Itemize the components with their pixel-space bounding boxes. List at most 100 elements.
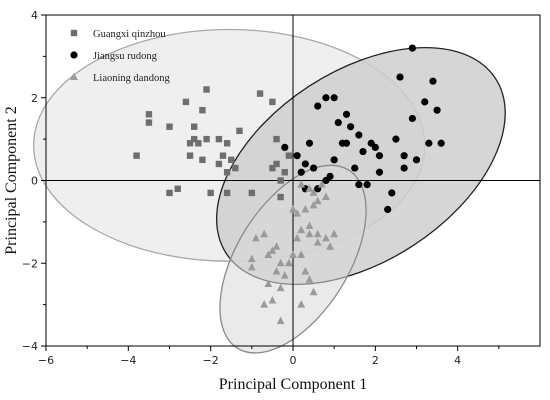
data-point [284,258,293,267]
y-tick-label: 4 [31,9,38,22]
data-point [269,164,276,172]
data-point [145,111,153,118]
data-point [256,90,264,97]
data-point [305,221,314,230]
data-point [276,258,285,267]
data-point [305,184,314,192]
data-point [247,254,256,263]
data-point [305,229,314,238]
data-point [174,185,181,192]
data-point [309,287,318,296]
data-points [133,44,445,325]
data-point [396,73,404,81]
data-point [199,106,206,114]
data-point [272,267,281,275]
data-point [392,135,400,143]
series-square-points [133,86,293,201]
data-point [145,119,153,126]
data-point [375,152,384,160]
data-point [195,140,202,147]
data-point [281,169,288,176]
data-point [297,250,306,258]
data-point [264,279,273,287]
data-point [248,189,256,197]
data-point [433,106,441,114]
y-tick-label: 0 [31,175,38,188]
legend-label: Jiangsu rudong [93,51,158,62]
data-point [276,316,285,325]
data-point [313,229,322,238]
legend-label: Guangxi qinzhou [93,29,166,40]
data-point [215,135,223,143]
data-point [330,229,339,238]
data-point [330,94,338,102]
data-point [219,152,227,159]
data-point [289,204,297,213]
data-point [236,127,243,135]
data-point [203,86,210,93]
series-circle-points [281,44,445,214]
data-point [326,242,334,250]
data-point [223,169,231,176]
data-point [228,156,235,164]
data-point [260,229,269,238]
x-tick-label: −4 [120,354,136,367]
data-point [322,192,330,201]
data-point [326,172,334,180]
data-point [186,140,194,147]
data-point [305,275,314,283]
data-point [313,238,322,246]
data-point [276,283,285,292]
legend-marker [70,72,78,80]
data-point [301,267,310,275]
data-point [277,193,284,201]
data-point [408,44,416,52]
data-point [166,123,173,130]
data-point [421,98,429,106]
data-point [191,135,198,143]
data-point [273,135,280,143]
data-point [412,156,421,164]
data-point [338,139,346,147]
data-point [215,160,223,168]
data-point [223,189,231,197]
data-point [297,225,306,234]
data-point [281,143,289,151]
data-point [322,233,330,242]
data-point [297,300,306,308]
data-point [297,180,306,188]
data-point [351,164,359,172]
data-point [330,156,338,164]
legend-marker [70,51,78,59]
data-point [285,152,293,159]
data-point [309,164,318,172]
data-point [269,98,276,106]
data-point [232,164,239,172]
data-point [437,139,445,147]
data-point [297,168,305,176]
data-point [314,102,322,110]
data-point [347,123,355,131]
data-point [301,204,310,213]
data-point [322,94,330,102]
data-point [301,160,309,168]
data-point [272,242,281,250]
y-tick-label: −4 [22,340,38,353]
x-tick-label: 2 [372,354,379,367]
data-point [166,189,173,197]
data-point [247,262,256,271]
data-point [293,152,301,160]
data-point [355,181,363,189]
data-point [342,110,351,118]
data-point [273,160,280,168]
y-tick-label: −2 [22,257,38,270]
data-point [268,295,277,304]
x-tick-label: −6 [38,354,54,367]
data-point [203,135,210,143]
data-point [429,77,437,85]
data-point [425,139,433,147]
data-point [309,200,318,209]
data-point [260,300,269,308]
